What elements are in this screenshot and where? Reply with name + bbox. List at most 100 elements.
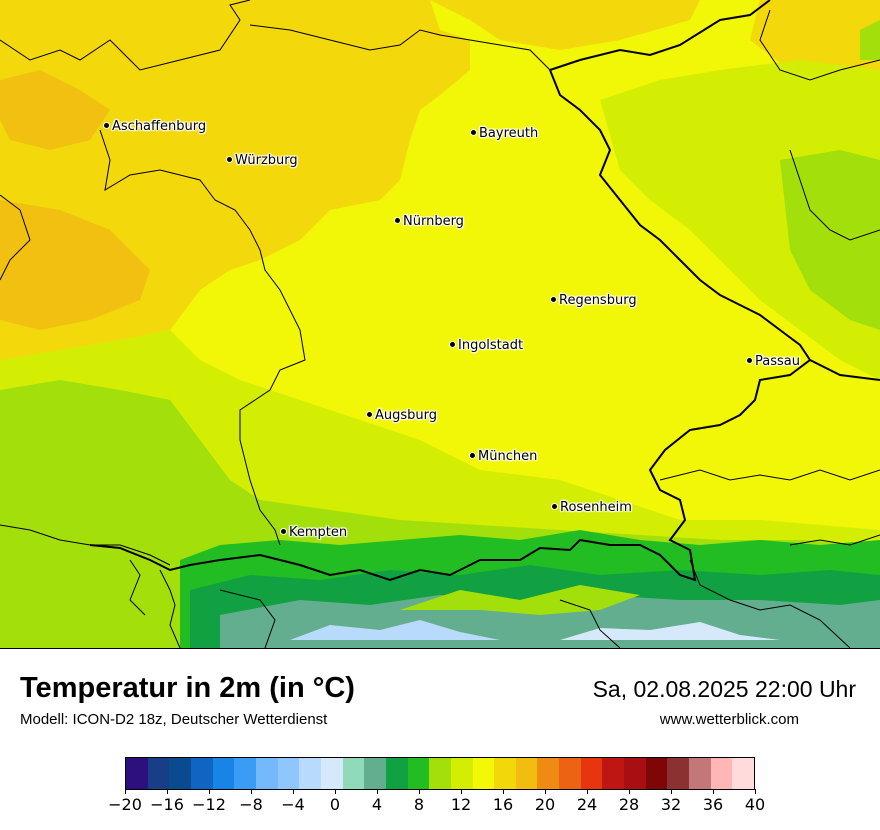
city-label: München <box>478 449 538 464</box>
model-source: Modell: ICON-D2 18z, Deutscher Wetterdie… <box>20 711 328 728</box>
temp-field-cold-peaks <box>290 620 500 640</box>
city-label: Regensburg <box>559 293 637 308</box>
city-augsburg: Augsburg <box>366 409 437 423</box>
legend-tick-mark <box>292 789 294 794</box>
city-label: Bayreuth <box>479 126 539 141</box>
admin-borders <box>0 0 880 648</box>
legend-tick-label: 4 <box>371 795 383 814</box>
legend-swatch <box>580 758 603 789</box>
legend-swatch <box>342 758 365 789</box>
legend-swatch <box>710 758 733 789</box>
legend-tick-label: 12 <box>450 795 472 814</box>
temp-field-20-warm-patch-2 <box>0 70 110 150</box>
temp-field-12-14-east <box>600 60 880 380</box>
city-wuerzburg: Würzburg <box>226 154 298 168</box>
legend-swatch <box>450 758 473 789</box>
city-bayreuth: Bayreuth <box>470 127 538 141</box>
website-label: www.wetterblick.com <box>659 711 799 728</box>
city-nuernberg: Nürnberg <box>394 215 464 229</box>
legend-swatch <box>407 758 430 789</box>
city-regensburg: Regensburg <box>550 294 637 308</box>
city-aschaffenburg: Aschaffenburg <box>103 120 206 134</box>
legend-swatch <box>190 758 213 789</box>
legend-tick-mark <box>754 789 756 794</box>
legend-swatch <box>472 758 495 789</box>
legend-tick-label: 8 <box>413 795 425 814</box>
legend-tick-label: 32 <box>660 795 682 814</box>
city-marker <box>449 341 456 348</box>
legend-tick-mark <box>208 789 210 794</box>
legend-tick-mark <box>376 789 378 794</box>
city-marker <box>103 122 110 129</box>
legend-tick-label: −12 <box>192 795 226 814</box>
map-canvas <box>0 0 880 648</box>
legend-tick-label: 40 <box>744 795 766 814</box>
legend-tick-mark <box>124 789 126 794</box>
city-label: Kempten <box>289 525 348 540</box>
city-muenchen: München <box>469 450 537 464</box>
temp-field-valley <box>400 585 640 615</box>
legend-swatch <box>364 758 386 789</box>
lake-constance <box>0 520 170 620</box>
city-label: Rosenheim <box>560 500 632 515</box>
legend-swatch <box>732 758 755 789</box>
legend-swatch <box>299 758 321 789</box>
legend-tick-label: 0 <box>329 795 341 814</box>
legend-swatch <box>126 758 148 789</box>
forecast-datetime: Sa, 02.08.2025 22:00 Uhr <box>592 676 856 702</box>
city-marker <box>394 217 401 224</box>
city-label: Aschaffenburg <box>112 119 207 134</box>
temp-field-10-12-northeast <box>860 20 880 60</box>
legend-swatch <box>559 758 581 789</box>
city-ingolstadt: Ingolstadt <box>449 339 523 353</box>
city-marker <box>366 411 373 418</box>
legend-tick-mark <box>586 789 588 794</box>
legend-tick-mark <box>502 789 504 794</box>
legend-tick-label: −16 <box>150 795 184 814</box>
legend-swatch <box>537 758 560 789</box>
legend-swatch <box>385 758 408 789</box>
legend-swatch <box>689 758 711 789</box>
temp-field-cold-peaks-2 <box>560 622 780 640</box>
city-marker <box>280 528 287 535</box>
country-border-germany <box>89 0 880 582</box>
legend-tick-mark <box>712 789 714 794</box>
temperature-map: Aschaffenburg Würzburg Bayreuth Nürnberg… <box>0 0 880 649</box>
legend-swatch <box>277 758 300 789</box>
city-rosenheim: Rosenheim <box>551 501 632 515</box>
temp-field-18-20-top <box>430 0 700 50</box>
city-label: Augsburg <box>375 408 438 423</box>
legend-swatch <box>602 758 625 789</box>
city-marker <box>746 357 753 364</box>
legend-tick-label: 24 <box>576 795 598 814</box>
legend-tick-label: 20 <box>534 795 556 814</box>
legend-tick-label: −4 <box>281 795 305 814</box>
legend-swatch <box>645 758 668 789</box>
legend-swatch <box>624 758 646 789</box>
city-marker <box>226 156 233 163</box>
legend-tick-mark <box>334 789 336 794</box>
legend-tick-mark <box>166 789 168 794</box>
legend-tick-mark <box>418 789 420 794</box>
city-marker <box>469 452 476 459</box>
city-passau: Passau <box>746 355 800 369</box>
city-kempten: Kempten <box>280 526 347 540</box>
legend-swatch <box>234 758 256 789</box>
color-legend <box>125 757 755 790</box>
legend-swatch <box>169 758 191 789</box>
legend-tick-mark <box>628 789 630 794</box>
legend-tick-label: 16 <box>492 795 514 814</box>
legend-swatch <box>515 758 538 789</box>
legend-swatch <box>494 758 516 789</box>
city-label: Passau <box>755 354 800 369</box>
city-marker <box>551 503 558 510</box>
city-marker <box>550 296 557 303</box>
legend-swatch <box>429 758 451 789</box>
legend-swatch <box>255 758 278 789</box>
legend-tick-label: 36 <box>702 795 724 814</box>
city-label: Würzburg <box>235 153 298 168</box>
city-marker <box>470 129 477 136</box>
legend-tick-label: −20 <box>108 795 142 814</box>
legend-tick-label: −8 <box>239 795 263 814</box>
city-label: Nürnberg <box>403 214 464 229</box>
